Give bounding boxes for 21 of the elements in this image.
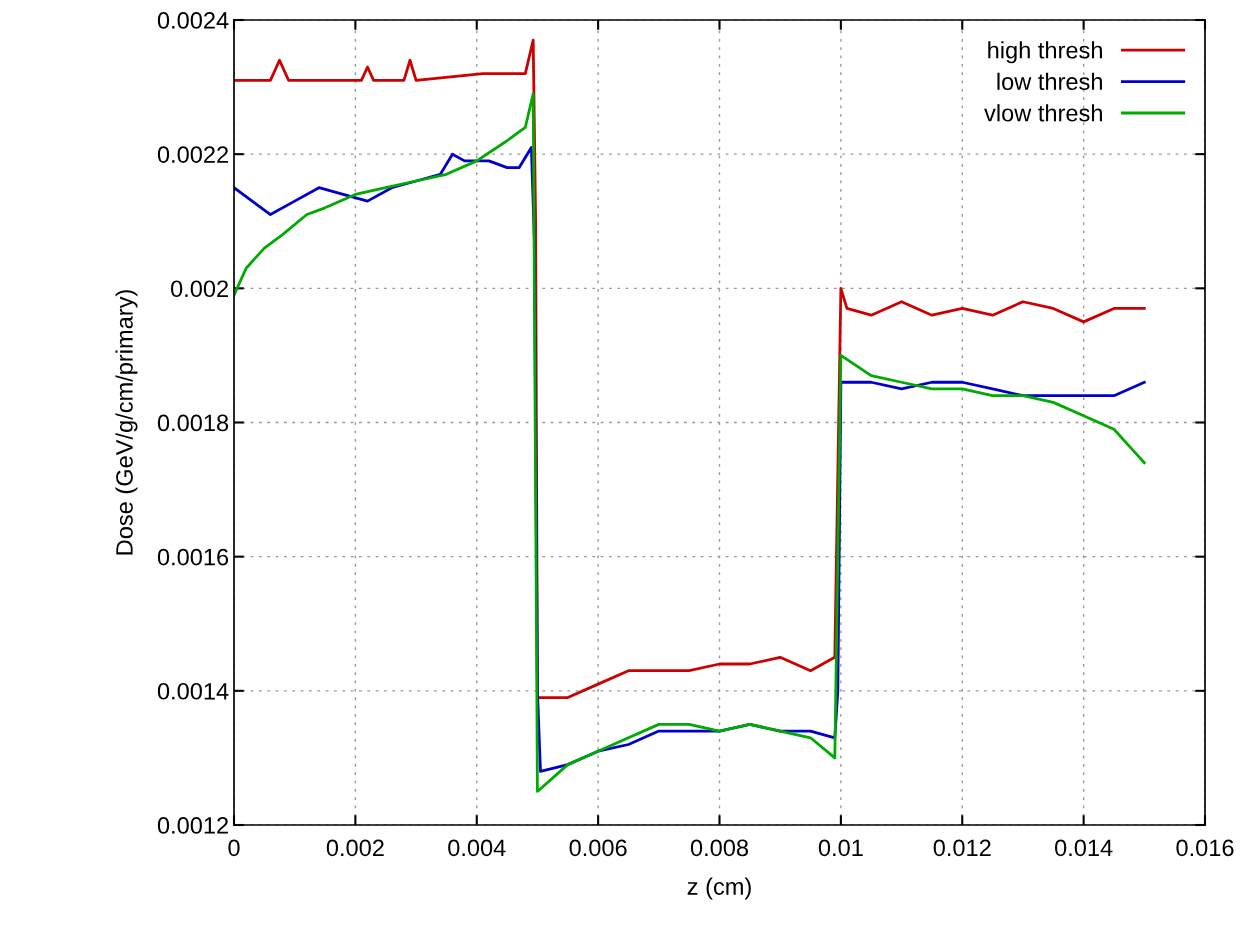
y-tick-label: 0.0016 [157,548,229,566]
y-tick-label: 0.0018 [157,414,229,432]
y-axis-title: Dose (GeV/g/cm/primary) [115,290,138,555]
legend-label: vlow thresh [984,104,1102,122]
legend-label: low thresh [997,72,1102,91]
legend-label: high thresh [988,41,1102,64]
y-tick-label: 0.0024 [157,12,229,29]
x-tick-label: 0.014 [1055,839,1113,857]
x-tick-label: 0.016 [1176,839,1234,857]
x-axis-title: z (cm) [687,877,751,900]
x-tick-label: 0.012 [933,839,991,857]
x-tick-label: 0.006 [569,839,627,857]
y-tick-label: 0.0022 [157,146,228,163]
x-tick-label: 0.004 [448,839,506,857]
x-tick-label: 0.01 [818,839,863,857]
x-tick-label: 0.008 [690,839,749,857]
y-tick-label: 0.0014 [157,682,229,700]
y-tick-label: 0.0012 [157,817,228,834]
y-tick-label: 0.002 [170,280,228,298]
x-tick-label: 0.002 [326,839,384,857]
x-tick-label: 0 [228,839,240,857]
